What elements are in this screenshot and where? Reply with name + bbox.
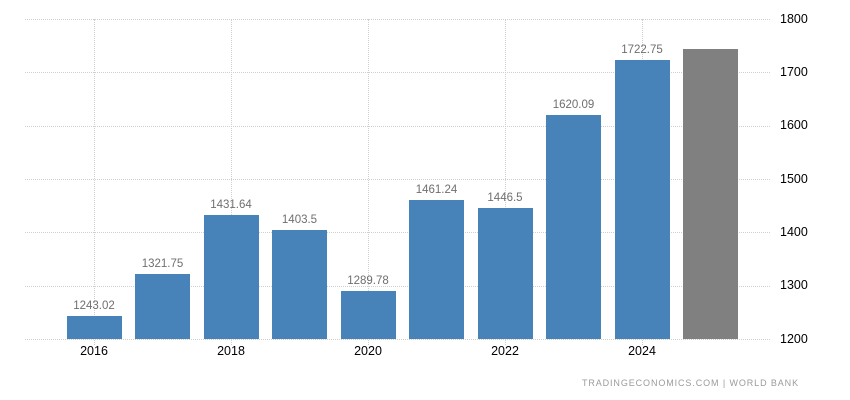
y-tick-label: 1500	[780, 171, 808, 186]
bar-value-label: 1446.5	[487, 191, 523, 204]
y-gridline	[25, 19, 770, 20]
x-tick-label: 2024	[628, 344, 656, 358]
y-gridline	[25, 232, 770, 234]
bar-2016[interactable]	[66, 316, 122, 339]
x-gridline	[505, 19, 506, 345]
y-gridline	[25, 72, 770, 74]
bar-value-label: 1431.64	[210, 199, 252, 212]
bar-2020[interactable]	[340, 291, 396, 339]
bar-value-label: 1722.75	[621, 44, 663, 57]
y-tick-label: 1800	[780, 11, 808, 26]
y-tick-label: 1300	[780, 278, 808, 293]
attribution-watermark: TRADINGECONOMICS.COM | WORLD BANK	[581, 378, 799, 388]
bar-2018[interactable]	[203, 215, 259, 339]
x-gridline	[94, 19, 95, 345]
bar-2023[interactable]	[546, 114, 601, 339]
x-tick-label: 2016	[80, 344, 108, 358]
y-gridline	[25, 125, 770, 127]
x-tick-label: 2020	[354, 344, 382, 358]
y-gridline	[25, 339, 770, 340]
bar-2024[interactable]	[614, 60, 670, 339]
bar-value-label: 1321.75	[141, 258, 184, 271]
y-tick-label: 1600	[780, 118, 808, 133]
bar-2017[interactable]	[135, 274, 190, 339]
bar-value-label: 1461.24	[415, 183, 458, 196]
x-tick-label: 2022	[491, 344, 519, 358]
bar-value-label: 1289.78	[347, 275, 389, 288]
x-tick-label: 2018	[217, 344, 245, 358]
x-gridline	[231, 19, 232, 345]
bar-2022[interactable]	[477, 207, 533, 339]
y-gridline	[25, 179, 770, 180]
bar-2021[interactable]	[409, 199, 464, 339]
bar-2019[interactable]	[272, 230, 327, 339]
y-tick-label: 1700	[780, 64, 808, 79]
bar-value-label: 1403.5	[281, 214, 318, 227]
bar-value-label: 1620.09	[552, 98, 595, 111]
y-tick-label: 1200	[780, 331, 808, 346]
y-tick-label: 1400	[780, 224, 808, 239]
bar-2025[interactable]	[683, 48, 738, 339]
bar-value-label: 1243.02	[73, 300, 115, 313]
x-gridline	[368, 19, 369, 345]
y-gridline	[25, 285, 770, 287]
